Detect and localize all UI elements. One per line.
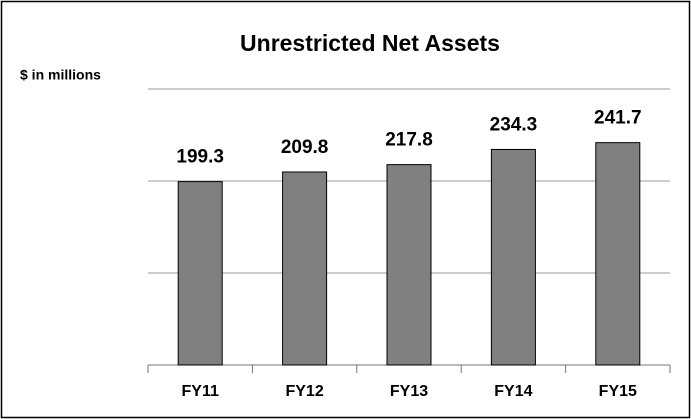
data-label: 234.3 <box>490 114 538 135</box>
x-tick-label: FY14 <box>494 383 532 400</box>
data-label: 217.8 <box>385 130 433 151</box>
x-tick-label: FY11 <box>182 383 219 400</box>
x-tick-label: FY15 <box>599 383 637 400</box>
data-label: 199.3 <box>176 147 224 168</box>
x-tick-label: FY12 <box>285 383 323 400</box>
chart-title: Unrestricted Net Assets <box>240 30 500 56</box>
x-tick-label: FY13 <box>390 383 428 400</box>
bar <box>282 171 328 366</box>
data-label: 241.7 <box>594 108 642 129</box>
bar <box>177 181 223 366</box>
y-axis-label: $ in millions <box>20 67 101 83</box>
data-label: 209.8 <box>281 137 329 158</box>
bar <box>490 148 536 366</box>
bar <box>595 142 641 366</box>
bar <box>386 164 432 366</box>
